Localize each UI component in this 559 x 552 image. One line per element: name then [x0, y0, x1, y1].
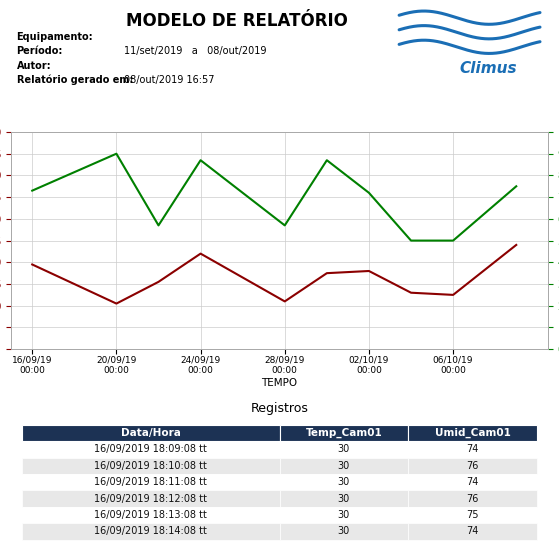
- FancyBboxPatch shape: [408, 425, 537, 441]
- FancyBboxPatch shape: [22, 507, 280, 523]
- Text: 16/09/2019 18:14:08 tt: 16/09/2019 18:14:08 tt: [94, 527, 207, 537]
- Text: 76: 76: [467, 461, 479, 471]
- Text: 16/09/2019 18:10:08 tt: 16/09/2019 18:10:08 tt: [94, 461, 207, 471]
- FancyBboxPatch shape: [280, 458, 408, 474]
- Text: Data/Hora: Data/Hora: [121, 428, 181, 438]
- FancyBboxPatch shape: [280, 490, 408, 507]
- FancyBboxPatch shape: [280, 474, 408, 490]
- Text: 16/09/2019 18:13:08 tt: 16/09/2019 18:13:08 tt: [94, 510, 207, 520]
- FancyBboxPatch shape: [22, 523, 280, 539]
- Text: 16/09/2019 18:09:08 tt: 16/09/2019 18:09:08 tt: [94, 444, 207, 454]
- FancyBboxPatch shape: [22, 458, 280, 474]
- Text: Autor:: Autor:: [17, 61, 51, 71]
- Text: 30: 30: [338, 444, 350, 454]
- Text: 08/out/2019 16:57: 08/out/2019 16:57: [124, 75, 214, 85]
- Text: 30: 30: [338, 527, 350, 537]
- Text: 16/09/2019 18:12:08 tt: 16/09/2019 18:12:08 tt: [94, 493, 207, 503]
- Text: 11/set/2019   a   08/out/2019: 11/set/2019 a 08/out/2019: [124, 46, 267, 56]
- FancyBboxPatch shape: [408, 458, 537, 474]
- FancyBboxPatch shape: [22, 441, 280, 458]
- Text: Temp_Cam01: Temp_Cam01: [306, 428, 382, 438]
- Text: 74: 74: [467, 527, 479, 537]
- Text: 74: 74: [467, 477, 479, 487]
- Text: 30: 30: [338, 493, 350, 503]
- Text: Período:: Período:: [17, 46, 63, 56]
- Text: MODELO DE RELATÓRIO: MODELO DE RELATÓRIO: [126, 13, 348, 30]
- Text: Equipamento:: Equipamento:: [17, 32, 93, 43]
- Text: Registros: Registros: [250, 402, 309, 415]
- Text: 16/09/2019 18:11:08 tt: 16/09/2019 18:11:08 tt: [94, 477, 207, 487]
- Text: 75: 75: [466, 510, 479, 520]
- Text: 30: 30: [338, 510, 350, 520]
- FancyBboxPatch shape: [280, 523, 408, 539]
- FancyBboxPatch shape: [280, 441, 408, 458]
- Text: 30: 30: [338, 461, 350, 471]
- FancyBboxPatch shape: [22, 425, 280, 441]
- FancyBboxPatch shape: [22, 474, 280, 490]
- Text: Relatório gerado em:: Relatório gerado em:: [17, 75, 133, 85]
- FancyBboxPatch shape: [280, 425, 408, 441]
- FancyBboxPatch shape: [408, 507, 537, 523]
- FancyBboxPatch shape: [280, 507, 408, 523]
- FancyBboxPatch shape: [408, 474, 537, 490]
- FancyBboxPatch shape: [408, 523, 537, 539]
- X-axis label: TEMPO: TEMPO: [262, 378, 297, 388]
- FancyBboxPatch shape: [408, 490, 537, 507]
- Text: 30: 30: [338, 477, 350, 487]
- FancyBboxPatch shape: [408, 441, 537, 458]
- Text: 76: 76: [467, 493, 479, 503]
- FancyBboxPatch shape: [22, 490, 280, 507]
- Text: 74: 74: [467, 444, 479, 454]
- Text: Umid_Cam01: Umid_Cam01: [435, 428, 510, 438]
- Text: Climus: Climus: [459, 61, 517, 76]
